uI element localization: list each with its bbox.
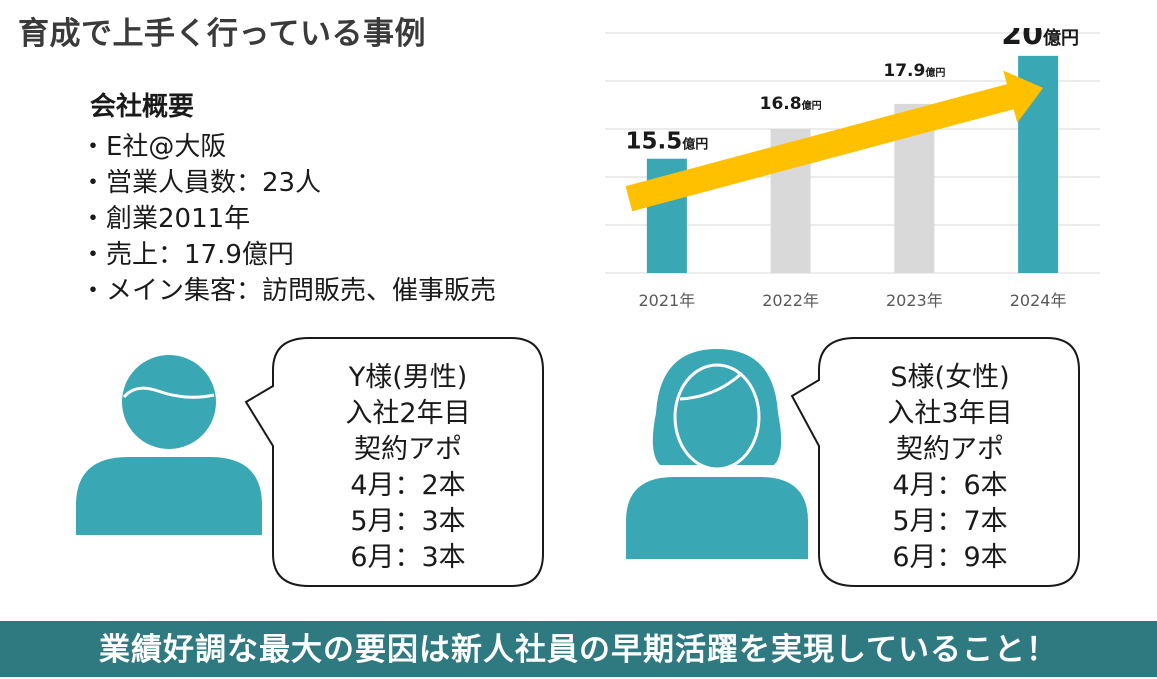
overview-item-channels: ・メイン集客：訪問販売、催事販売 <box>80 276 497 306</box>
speech-bubble-female <box>790 337 1080 587</box>
data-label: 20億円 <box>1001 28 1079 52</box>
sales-chart: 2021年 2022年 2023年 2024年 15.5億円 16.8億円 17.9億円 20… <box>600 28 1110 328</box>
sales-chart-svg: 2021年 2022年 2023年 2024年 15.5億円 16.8億円 17.9億円 20… <box>605 28 1100 310</box>
overview-list: ・E社@大阪 ・営業人員数：23人 ・創業2011年 ・売上：17.9億円 ・メ… <box>80 129 506 309</box>
data-label: 15.5億円 <box>625 129 708 155</box>
case-male-tenure: 入社2年目 <box>345 398 471 429</box>
x-tick-label: 2024年 <box>1010 291 1067 310</box>
overview-heading: 会社概要 <box>90 92 195 122</box>
case-female-name: S様(女性) <box>890 362 1010 393</box>
case-female-tenure: 入社3年目 <box>887 398 1013 429</box>
case-male-april: 4月：2本 <box>350 470 466 501</box>
case-female-may: 5月：7本 <box>892 506 1008 537</box>
case-female-june: 6月：9本 <box>892 542 1008 573</box>
case-male-metric: 契約アポ <box>354 434 462 465</box>
x-tick-label: 2023年 <box>886 291 943 310</box>
data-label: 17.9億円 <box>883 61 945 81</box>
overview-item-founded: ・創業2011年 <box>80 204 251 234</box>
x-tick-label: 2021年 <box>639 291 696 310</box>
case-male-name: Y様(男性) <box>348 362 468 393</box>
case-female-april: 4月：6本 <box>892 470 1008 501</box>
trend-arrow <box>625 70 1044 212</box>
page-title: 育成で上手く行っている事例 <box>18 16 426 52</box>
case-male-may: 5月：3本 <box>350 506 466 537</box>
case-female-metric: 契約アポ <box>896 434 1004 465</box>
case-male-june: 6月：3本 <box>350 542 466 573</box>
data-label: 16.8億円 <box>760 94 822 114</box>
female-person-icon <box>626 349 808 559</box>
case-female-text: S様(女性) 入社3年目 契約アポ 4月：6本 5月：7本 6月：9本 <box>819 360 1081 576</box>
x-tick-label: 2022年 <box>762 291 819 310</box>
conclusion-banner: 業績好調な最大の要因は新人社員の早期活躍を実現していること！ <box>0 621 1157 677</box>
overview-item-sales: ・売上：17.9億円 <box>80 240 294 270</box>
overview-item-staff: ・営業人員数：23人 <box>80 168 322 198</box>
male-person-icon <box>76 355 262 535</box>
overview-item-location: ・E社@大阪 <box>80 132 227 162</box>
case-male-text: Y様(男性) 入社2年目 契約アポ 4月：2本 5月：3本 6月：3本 <box>273 360 543 576</box>
speech-bubble-male <box>244 337 544 587</box>
company-overview: 会社概要 ・E社@大阪 ・営業人員数：23人 ・創業2011年 ・売上：17.9… <box>80 86 506 309</box>
